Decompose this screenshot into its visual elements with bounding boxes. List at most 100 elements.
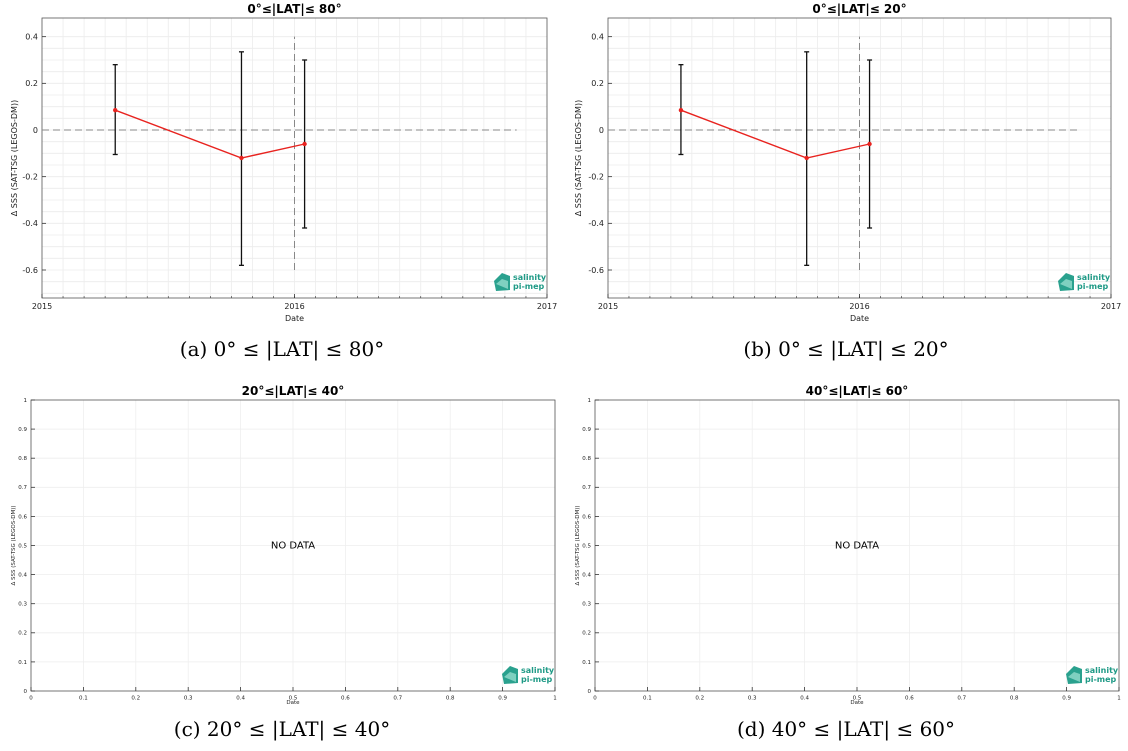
y-tick-label: 0.4 [25,32,38,41]
y-tick-label: 0.8 [18,456,27,462]
y-tick-label: 0 [24,689,28,695]
panel-c: 0 0.1 0.2 0.3 0.4 0.5 0.6 0.7 0.8 0.9 1 0 0.1 0.2 0.3 0… [0,378,564,708]
x-tick-label: 0.6 [341,696,350,702]
y-tick-label: 0.2 [25,79,38,88]
caption-c: (c) 20° ≤ |LAT| ≤ 40° [173,717,391,741]
x-axis-label: Date [286,700,300,706]
chart-title: 0°≤|LAT|≤ 80° [247,2,341,16]
y-axis-label: Δ SSS (SAT-TSG (LEGOS-DM)) [10,100,19,216]
y-tick-label: 0.9 [18,427,27,433]
y-tick-label: 0.4 [591,32,604,41]
x-axis-label: Date [285,314,304,323]
y-axis-label: Δ SSS (SAT-TSG (LEGOS-DM)) [11,505,17,585]
data-point [113,107,118,113]
chart-title: 0°≤|LAT|≤ 20° [812,2,906,16]
logo-mark-highlight-icon [1060,279,1072,289]
x-tick-label: 0.9 [1062,696,1071,702]
logo-text-pimep: pi-mep [1077,282,1109,291]
y-tick-label: 0.3 [582,602,591,608]
x-tick-label: 0.6 [905,696,914,702]
x-tick-label: 0.8 [446,696,455,702]
x-tick-label: 0.2 [131,696,140,702]
y-tick-label: 0.9 [582,427,591,433]
chart-title: 20°≤|LAT|≤ 40° [242,384,345,398]
y-tick-label: -0.4 [588,219,604,228]
y-tick-label: 1 [588,398,592,404]
caption-a: (a) 0° ≤ |LAT| ≤ 80° [179,337,385,361]
y-tick-label: -0.6 [588,266,604,275]
logo-text-salinity: salinity [521,666,555,675]
y-tick-label: 0.6 [582,514,591,520]
logo-text-pimep: pi-mep [513,282,545,291]
data-point [239,155,244,161]
x-tick-label: 0.1 [643,696,652,702]
series-line [680,109,870,159]
chart-title: 40°≤|LAT|≤ 60° [806,384,909,398]
y-axis-label: Δ SSS (SAT-TSG (LEGOS-DM)) [574,100,583,216]
y-tick-label: -0.6 [22,266,38,275]
x-tick-label: 0.3 [748,696,757,702]
x-tick-label: 2016 [849,302,869,311]
logo-text-pimep: pi-mep [521,675,553,684]
y-tick-label: 0.1 [582,660,591,666]
y-axis-label: Δ SSS (SAT-TSG (LEGOS-DM)) [575,505,581,585]
x-tick-label: 2015 [32,302,52,311]
logo-text-salinity: salinity [1085,666,1119,675]
y-tick-label: -0.2 [588,172,604,181]
y-tick-label: 0.4 [582,573,591,579]
x-tick-label: 2016 [284,302,304,311]
x-tick-label: 0.4 [236,696,245,702]
y-tick-label: 1 [24,398,28,404]
y-tick-label: 0.5 [18,543,27,549]
caption-d: (d) 40° ≤ |LAT| ≤ 60° [736,717,956,741]
x-tick-label: 0.8 [1010,696,1019,702]
data-point [804,155,809,161]
x-tick-label: 0 [29,696,33,702]
y-tick-label: 0.8 [582,456,591,462]
x-tick-label: 1 [553,696,557,702]
x-tick-label: 2017 [537,302,557,311]
x-tick-label: 0.2 [695,696,704,702]
x-tick-label: 0.7 [957,696,966,702]
y-tick-label: 0.4 [18,573,27,579]
x-tick-label: 2015 [598,302,618,311]
x-tick-label: 0.9 [498,696,507,702]
data-point [867,141,872,147]
data-point [302,141,307,147]
caption-b: (b) 0° ≤ |LAT| ≤ 20° [743,337,949,361]
chart-panel-b: 2015 2016 2017 -0.6 -0.4 -0.2 0 0.2 0.4 Date Δ SSS… [574,2,1121,323]
x-axis-label: Date [850,314,869,323]
x-tick-label: 0.7 [393,696,402,702]
y-tick-label: 0.1 [18,660,27,666]
logo-mark-highlight-icon [504,672,516,682]
chart-panel-a: 2015 2016 2017 -0.6 -0.4 -0.2 0 0.2 0.4 Date Δ SSS… [10,2,557,323]
panel-d: 0 0.1 0.2 0.3 0.4 0.5 0.6 0.7 0.8 0.9 1 0 0.1 0.2 0.3 0… [564,378,1128,708]
y-tick-label: 0.2 [582,631,591,637]
x-axis-label: Date [850,700,864,706]
y-tick-label: 0.2 [591,79,604,88]
y-tick-label: 0 [599,126,604,135]
logo-text-salinity: salinity [1077,273,1111,282]
x-tick-label: 0.5 [853,696,862,702]
y-tick-label: 0 [33,126,38,135]
x-tick-label: 1 [1117,696,1121,702]
x-tick-label: 2017 [1101,302,1121,311]
series-line [114,109,305,159]
y-tick-label: 0 [588,689,592,695]
logo-mark-highlight-icon [496,279,508,289]
x-tick-label: 0.3 [184,696,193,702]
x-tick-label: 0.5 [289,696,298,702]
panel-a: 2015 2016 2017 -0.6 -0.4 -0.2 0 0.2 0.4 Date Δ SSS… [0,0,564,330]
x-tick-label: 0.4 [800,696,809,702]
panel-b: 2015 2016 2017 -0.6 -0.4 -0.2 0 0.2 0.4 Date Δ SSS… [564,0,1128,330]
no-data-label: NO DATA [835,541,879,552]
y-tick-label: 0.3 [18,602,27,608]
x-tick-label: 0 [593,696,597,702]
x-tick-label: 0.1 [79,696,88,702]
y-tick-label: 0.5 [582,543,591,549]
data-point [678,107,684,113]
